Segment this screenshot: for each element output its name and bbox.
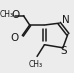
Text: O: O	[10, 33, 19, 43]
Text: CH₃: CH₃	[0, 10, 14, 19]
Text: S: S	[61, 47, 67, 57]
Text: N: N	[62, 15, 69, 25]
Text: O: O	[12, 10, 20, 20]
Text: CH₃: CH₃	[29, 60, 43, 69]
